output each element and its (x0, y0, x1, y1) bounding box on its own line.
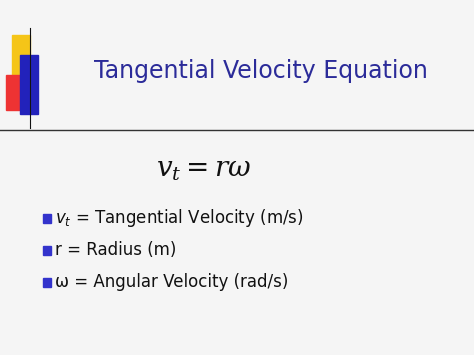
Text: $\mathit{v}_t = r\omega$: $\mathit{v}_t = r\omega$ (156, 155, 251, 182)
Bar (43, 246, 51, 255)
Text: r = Radius (m): r = Radius (m) (55, 241, 176, 259)
Bar (6, 75, 24, 110)
Text: $\mathit{v}_t$ = Tangential Velocity (m/s): $\mathit{v}_t$ = Tangential Velocity (m/… (55, 207, 303, 229)
Bar (12, 36, 30, 85)
Bar (20, 55, 38, 114)
Bar (43, 278, 51, 286)
Bar (43, 214, 51, 223)
Text: ω = Angular Velocity (rad/s): ω = Angular Velocity (rad/s) (55, 273, 288, 291)
Text: Tangential Velocity Equation: Tangential Velocity Equation (94, 59, 428, 83)
